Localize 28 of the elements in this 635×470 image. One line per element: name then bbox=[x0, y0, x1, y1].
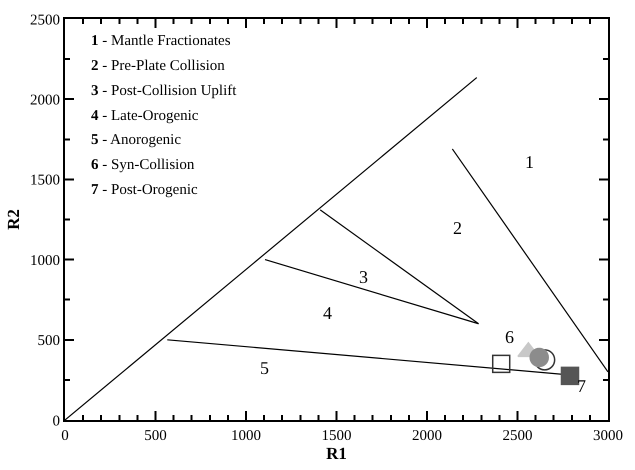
x-tick-label: 1500 bbox=[322, 428, 352, 444]
annotation: 4 bbox=[323, 303, 332, 323]
annotation: 3 bbox=[359, 267, 368, 287]
y-tick-label: 500 bbox=[38, 333, 60, 350]
x-tick-label: 500 bbox=[144, 428, 167, 444]
annotation: 2 bbox=[453, 218, 462, 238]
y-tick-label: 2500 bbox=[30, 12, 60, 28]
annotation: 1 bbox=[525, 152, 534, 172]
y-tick-label: 2000 bbox=[30, 92, 60, 108]
x-axis-title: R1 bbox=[326, 444, 347, 463]
x-tick-label: 2000 bbox=[412, 428, 442, 444]
annotation: 3 - Post-Collision Uplift bbox=[91, 83, 238, 99]
x-tick-label: 1000 bbox=[231, 428, 261, 444]
annotation: 2 - Pre-Plate Collision bbox=[91, 58, 226, 74]
y-tick-label: 1500 bbox=[30, 172, 60, 189]
x-tick-label: 2500 bbox=[502, 428, 532, 444]
annotation: 6 - Syn-Collision bbox=[91, 157, 195, 173]
y-tick-label: 0 bbox=[52, 413, 60, 430]
y-tick-label: 1000 bbox=[30, 252, 60, 269]
y-axis-title: R2 bbox=[4, 209, 24, 230]
annotation: 5 - Anorogenic bbox=[91, 132, 182, 148]
annotation: 6 bbox=[505, 327, 514, 347]
annotation: 5 bbox=[260, 358, 269, 378]
annotation: 4 - Late-Orogenic bbox=[91, 108, 199, 124]
annotation: 7 - Post-Orogenic bbox=[91, 182, 198, 198]
annotation: 1 - Mantle Fractionates bbox=[91, 33, 231, 49]
annotation: 7 bbox=[577, 376, 586, 396]
x-tick-label: 3000 bbox=[593, 428, 623, 444]
